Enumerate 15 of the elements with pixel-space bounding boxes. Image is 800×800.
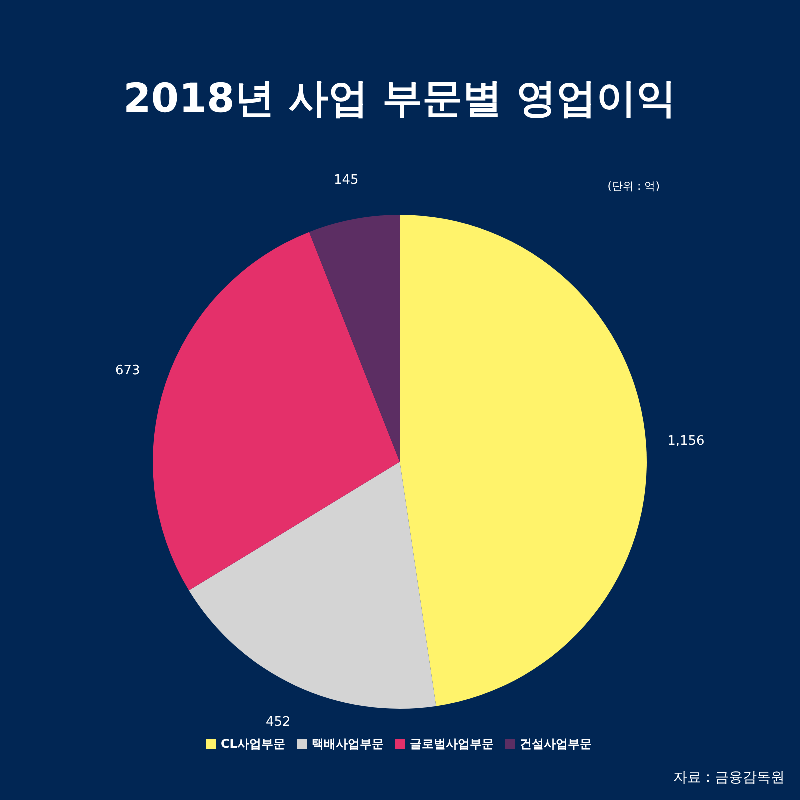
- pie-slice: [153, 232, 400, 591]
- text: (단위 : 억): [608, 180, 660, 193]
- data-label: 452: [266, 714, 291, 730]
- chart-title: 2018년 사업 부문별 영업이익: [123, 76, 677, 122]
- pie-slice: [189, 462, 436, 709]
- text: 자료 : 금융감독원: [673, 770, 785, 786]
- legend-label: 글로벌사업부문: [410, 737, 494, 751]
- data-label: 145: [334, 173, 359, 188]
- legend-label: 건설사업부문: [520, 737, 592, 751]
- data-label: 1,156: [668, 434, 705, 449]
- legend-label: CL사업부문: [221, 737, 286, 751]
- legend-label: 택배사업부문: [312, 737, 384, 751]
- pie-slice: [400, 215, 647, 706]
- pie-slice: [309, 215, 400, 462]
- data-label: 673: [115, 364, 140, 379]
